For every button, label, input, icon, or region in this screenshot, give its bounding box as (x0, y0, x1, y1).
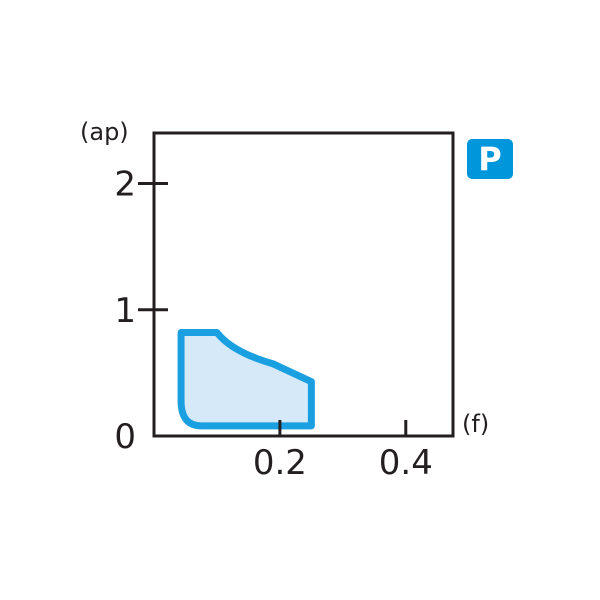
grade-badge: P (467, 139, 513, 179)
plot-frame (152, 131, 455, 438)
y-tick-label: 2 (114, 165, 136, 205)
x-tick-label: 0.4 (379, 443, 433, 483)
application-range-region (177, 328, 315, 430)
x-axis-label: (f) (462, 410, 489, 438)
y-axis-label: (ap) (80, 118, 129, 146)
x-tick-label: 0.2 (253, 443, 307, 483)
y-tick-label: 1 (114, 291, 136, 331)
y-tick-label: 0 (114, 417, 136, 457)
